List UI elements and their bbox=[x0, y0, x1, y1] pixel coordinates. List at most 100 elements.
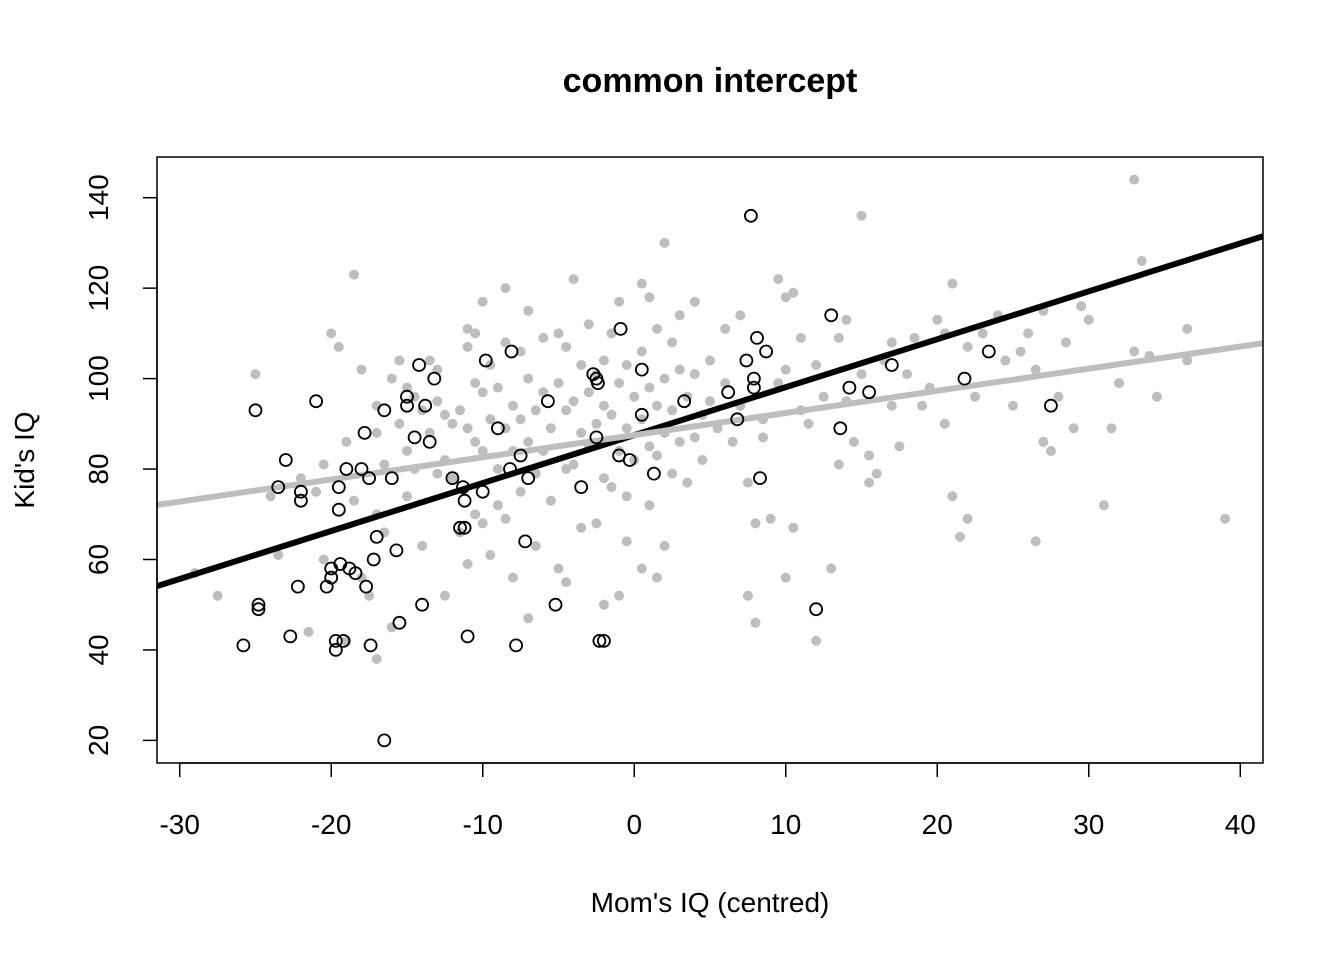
data-point-open bbox=[248, 403, 263, 418]
data-point-open bbox=[348, 566, 363, 580]
data-point-filled bbox=[667, 337, 678, 348]
data-point-filled bbox=[1038, 436, 1049, 447]
data-point-filled bbox=[826, 563, 837, 574]
data-point-filled bbox=[477, 296, 488, 307]
data-point-filled bbox=[705, 396, 715, 407]
y-axis-label: Kid's IQ bbox=[9, 411, 40, 508]
data-point-filled bbox=[674, 364, 685, 375]
data-point-filled bbox=[515, 346, 526, 357]
data-point-filled bbox=[795, 332, 806, 343]
data-point-filled bbox=[652, 450, 662, 461]
data-point-filled bbox=[1076, 301, 1087, 312]
data-point-filled bbox=[629, 455, 640, 465]
data-point-filled bbox=[379, 459, 390, 470]
data-point-open bbox=[377, 733, 392, 748]
data-point-filled bbox=[561, 405, 572, 416]
chart-title: common intercept bbox=[563, 62, 858, 100]
data-point-filled bbox=[583, 319, 594, 330]
data-point-filled bbox=[326, 328, 337, 339]
data-point-filled bbox=[568, 396, 579, 407]
data-point-filled bbox=[1136, 256, 1147, 266]
data-point-open bbox=[677, 394, 692, 409]
data-point-open bbox=[407, 430, 422, 445]
data-point-filled bbox=[788, 287, 799, 298]
data-point-filled bbox=[508, 400, 518, 411]
data-point-filled bbox=[773, 378, 784, 389]
data-point-filled bbox=[697, 455, 708, 465]
data-point-filled bbox=[462, 323, 473, 334]
data-point-filled bbox=[477, 387, 488, 398]
fit-line-filled bbox=[157, 340, 1263, 508]
data-point-open bbox=[278, 453, 293, 467]
data-point-filled bbox=[636, 346, 647, 357]
data-point-filled bbox=[811, 360, 822, 370]
data-point-open bbox=[824, 308, 839, 323]
data-point-filled bbox=[705, 355, 715, 366]
data-point-open bbox=[475, 484, 490, 499]
data-point-open bbox=[389, 543, 404, 558]
data-point-filled bbox=[652, 323, 662, 334]
y-tick-label: 20 bbox=[83, 725, 114, 756]
data-point-filled bbox=[636, 414, 647, 425]
data-point-open bbox=[339, 462, 354, 476]
data-point-filled bbox=[553, 563, 564, 574]
y-tick-label: 100 bbox=[83, 355, 114, 402]
data-point-open bbox=[750, 330, 764, 345]
data-point-filled bbox=[462, 423, 473, 434]
data-point-open bbox=[622, 453, 637, 467]
data-point-filled bbox=[818, 391, 829, 402]
data-point-filled bbox=[674, 310, 685, 321]
data-point-filled bbox=[864, 450, 875, 461]
data-point-open bbox=[739, 353, 754, 368]
data-point-filled bbox=[371, 427, 382, 438]
data-point-filled bbox=[318, 554, 329, 565]
y-tick-label: 80 bbox=[83, 453, 114, 484]
data-point-filled bbox=[470, 436, 481, 447]
data-point-filled bbox=[1220, 513, 1231, 524]
data-point-open bbox=[354, 462, 369, 476]
data-point-open bbox=[981, 344, 996, 359]
data-point-open bbox=[457, 520, 472, 535]
data-point-filled bbox=[1182, 323, 1193, 334]
data-point-filled bbox=[614, 296, 625, 307]
data-point-filled bbox=[538, 332, 549, 343]
data-point-filled bbox=[939, 418, 950, 429]
data-point-filled bbox=[621, 491, 632, 502]
data-point-filled bbox=[614, 590, 625, 601]
data-point-filled bbox=[742, 477, 753, 488]
data-point-open bbox=[759, 344, 773, 359]
data-point-filled bbox=[1114, 378, 1125, 389]
y-tick-label: 40 bbox=[83, 634, 114, 665]
data-point-filled bbox=[576, 427, 587, 438]
data-point-filled bbox=[667, 405, 678, 416]
data-point-filled bbox=[1030, 364, 1041, 375]
data-point-filled bbox=[1106, 423, 1117, 434]
data-point-filled bbox=[886, 400, 897, 411]
data-point-filled bbox=[780, 364, 791, 375]
data-point-filled bbox=[864, 477, 875, 488]
data-point-open bbox=[747, 371, 761, 386]
data-point-filled bbox=[932, 314, 943, 325]
data-point-filled bbox=[1129, 174, 1140, 185]
data-point-open bbox=[747, 380, 761, 395]
data-point-filled bbox=[659, 237, 670, 248]
data-point-open bbox=[309, 394, 324, 409]
data-point-open bbox=[363, 638, 378, 653]
data-point-filled bbox=[977, 328, 988, 339]
data-point-filled bbox=[659, 540, 670, 551]
data-point-open bbox=[412, 358, 427, 372]
data-point-open bbox=[331, 480, 346, 495]
data-point-filled bbox=[523, 373, 534, 384]
data-point-filled bbox=[576, 360, 587, 370]
data-point-filled bbox=[606, 409, 617, 420]
data-point-filled bbox=[644, 292, 655, 303]
data-point-filled bbox=[621, 536, 632, 547]
data-point-filled bbox=[841, 314, 852, 325]
data-point-filled bbox=[333, 341, 344, 352]
data-point-filled bbox=[273, 550, 284, 560]
data-point-filled bbox=[947, 278, 958, 289]
x-tick-label: 0 bbox=[626, 809, 642, 840]
x-tick-label: -10 bbox=[463, 809, 503, 840]
data-point-filled bbox=[470, 378, 481, 389]
data-point-open bbox=[392, 615, 407, 630]
